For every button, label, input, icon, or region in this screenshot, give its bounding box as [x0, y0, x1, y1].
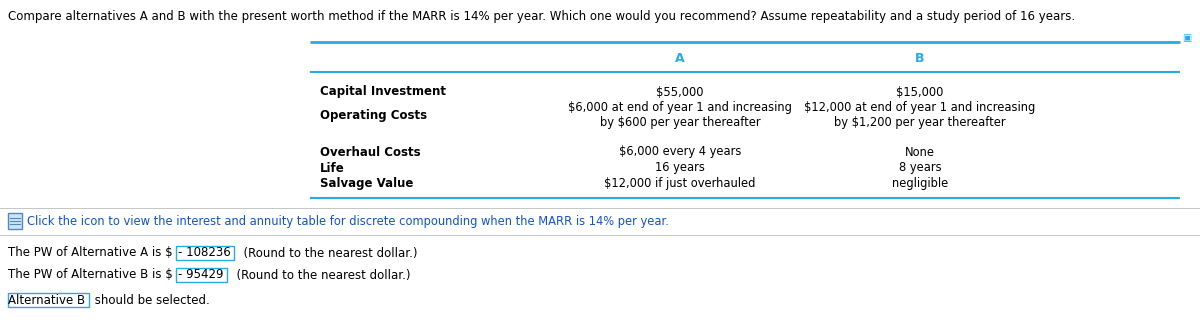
Text: 16 years: 16 years — [655, 162, 704, 174]
Text: - 95429: - 95429 — [178, 268, 223, 281]
Text: $12,000 at end of year 1 and increasing
by $1,200 per year thereafter: $12,000 at end of year 1 and increasing … — [804, 101, 1036, 129]
Text: ▣: ▣ — [1182, 33, 1192, 43]
Text: B: B — [916, 52, 925, 65]
Text: (Round to the nearest dollar.): (Round to the nearest dollar.) — [229, 268, 410, 281]
FancyBboxPatch shape — [8, 293, 89, 307]
Text: (Round to the nearest dollar.): (Round to the nearest dollar.) — [236, 247, 418, 260]
Text: Click the icon to view the interest and annuity table for discrete compounding w: Click the icon to view the interest and … — [28, 214, 668, 227]
FancyBboxPatch shape — [175, 246, 234, 260]
Text: $6,000 every 4 years: $6,000 every 4 years — [619, 146, 742, 159]
FancyBboxPatch shape — [175, 268, 227, 282]
Text: $6,000 at end of year 1 and increasing
by $600 per year thereafter: $6,000 at end of year 1 and increasing b… — [568, 101, 792, 129]
Text: $55,000: $55,000 — [656, 85, 703, 99]
Text: The PW of Alternative A is $: The PW of Alternative A is $ — [8, 247, 173, 260]
Text: should be selected.: should be selected. — [91, 294, 210, 307]
Text: Life: Life — [320, 162, 344, 174]
Text: Operating Costs: Operating Costs — [320, 109, 427, 121]
Text: negligible: negligible — [892, 177, 948, 191]
Text: Overhaul Costs: Overhaul Costs — [320, 146, 421, 159]
Text: Capital Investment: Capital Investment — [320, 85, 446, 99]
Text: $15,000: $15,000 — [896, 85, 943, 99]
Text: - 108236: - 108236 — [178, 247, 230, 260]
FancyBboxPatch shape — [8, 213, 22, 229]
Text: 8 years: 8 years — [899, 162, 941, 174]
Text: $12,000 if just overhauled: $12,000 if just overhauled — [605, 177, 756, 191]
Text: Compare alternatives A and B with the present worth method if the MARR is 14% pe: Compare alternatives A and B with the pr… — [8, 10, 1075, 23]
Text: None: None — [905, 146, 935, 159]
Text: Alternative B: Alternative B — [8, 294, 85, 307]
Text: A: A — [676, 52, 685, 65]
Text: The PW of Alternative B is $: The PW of Alternative B is $ — [8, 268, 173, 281]
Text: Salvage Value: Salvage Value — [320, 177, 413, 191]
